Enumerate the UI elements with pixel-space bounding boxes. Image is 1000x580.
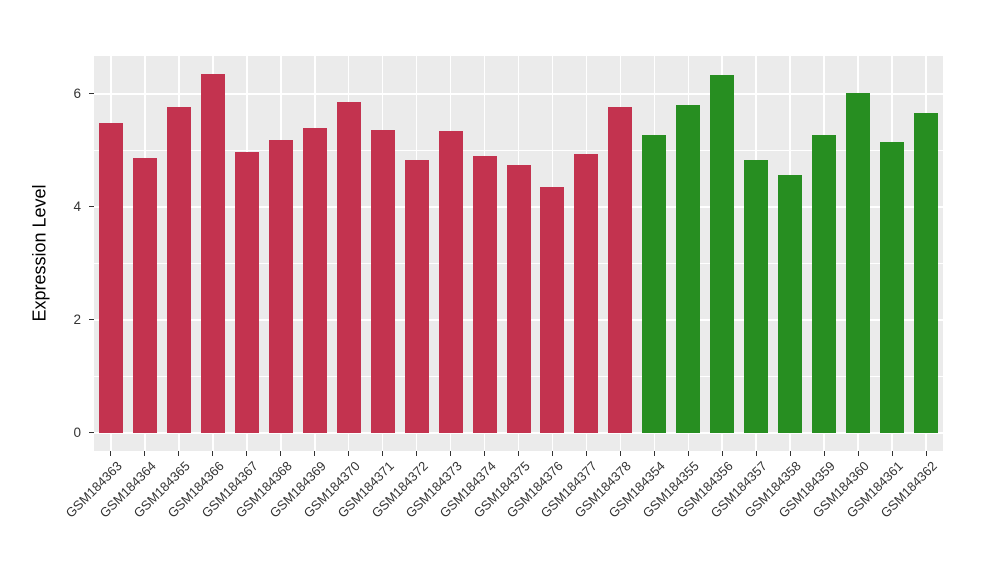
x-tick-mark (857, 451, 859, 456)
bar-GSM184373 (438, 130, 463, 433)
y-tick-label: 6 (73, 85, 81, 101)
x-tick-mark (721, 451, 723, 456)
bar-GSM184378 (608, 107, 633, 433)
x-tick-mark (144, 451, 146, 456)
bar-GSM184365 (166, 107, 191, 433)
y-tick-label: 4 (73, 198, 81, 214)
bar-GSM184376 (540, 187, 565, 433)
bar-GSM184372 (404, 159, 429, 433)
gridline-minor (94, 149, 943, 151)
x-tick-mark (178, 451, 180, 456)
x-tick-mark (280, 451, 282, 456)
bar-GSM184366 (200, 73, 225, 433)
bar-GSM184377 (574, 154, 599, 433)
y-tick-mark (89, 93, 94, 95)
bar-GSM184364 (132, 158, 157, 433)
bar-GSM184356 (710, 74, 735, 433)
bar-GSM184362 (914, 113, 939, 433)
bar-GSM184357 (744, 159, 769, 433)
plot-panel (94, 56, 943, 451)
bar-GSM184375 (506, 165, 531, 433)
x-tick-mark (585, 451, 587, 456)
x-tick-mark (348, 451, 350, 456)
x-tick-mark (518, 451, 519, 456)
gridline-major (94, 432, 943, 434)
x-tick-mark (212, 451, 214, 456)
bar-GSM184358 (778, 175, 803, 433)
y-tick-label: 0 (73, 424, 81, 440)
x-tick-mark (246, 451, 248, 456)
bar-GSM184371 (370, 130, 395, 433)
bar-GSM184363 (98, 122, 123, 433)
bar-GSM184367 (234, 152, 259, 433)
x-tick-mark (382, 451, 384, 456)
x-tick-mark (110, 451, 112, 456)
x-tick-mark (551, 451, 553, 456)
y-tick-label: 2 (73, 311, 81, 327)
x-tick-mark (484, 451, 486, 456)
y-tick-mark (89, 206, 94, 208)
x-tick-mark (653, 451, 655, 456)
bar-GSM184374 (472, 156, 497, 433)
bar-GSM184355 (676, 105, 701, 433)
bar-GSM184368 (268, 139, 293, 433)
x-tick-mark (314, 451, 316, 456)
y-tick-mark (89, 432, 94, 434)
x-tick-mark (891, 451, 893, 456)
y-tick-mark (89, 319, 94, 321)
x-tick-mark (755, 451, 757, 456)
y-axis-title: Expression Level (29, 184, 50, 322)
bar-GSM184359 (812, 135, 837, 433)
x-tick-mark (450, 451, 452, 456)
x-tick-mark (619, 451, 621, 456)
bar-GSM184361 (880, 141, 905, 433)
bar-GSM184369 (302, 127, 327, 433)
bar-GSM184360 (846, 93, 871, 433)
x-tick-mark (789, 451, 791, 456)
x-tick-mark (687, 451, 689, 456)
bar-GSM184354 (642, 135, 667, 433)
x-tick-mark (925, 451, 927, 456)
x-tick-mark (823, 451, 825, 456)
gridline-major (94, 93, 943, 95)
bar-GSM184370 (336, 102, 361, 433)
x-tick-mark (416, 451, 418, 456)
